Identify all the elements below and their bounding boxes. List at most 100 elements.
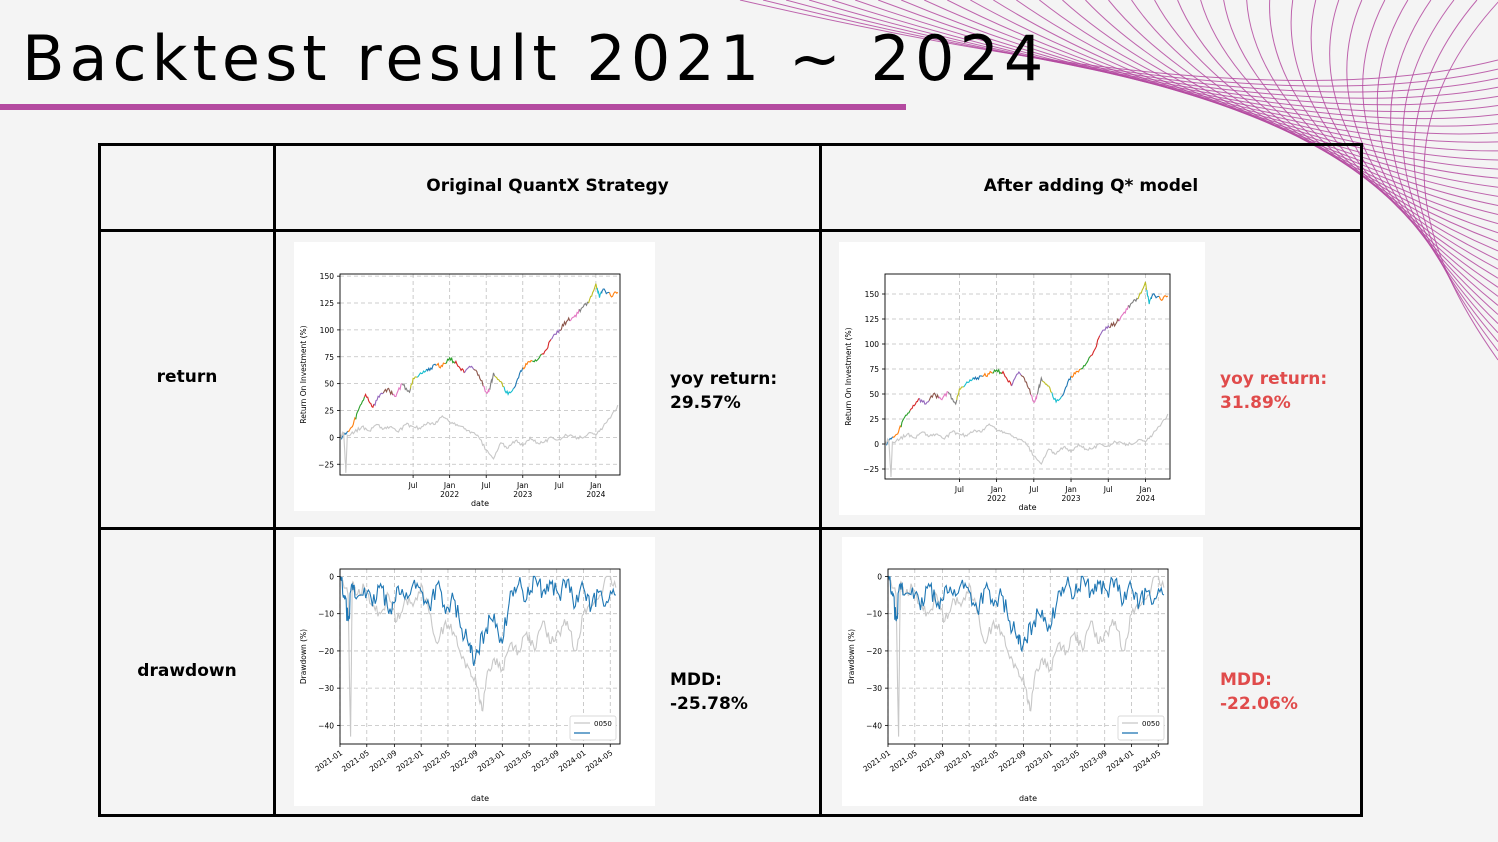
- decorative-curve: [1423, 1, 1498, 361]
- x-tick-label: 2022-01: [394, 748, 425, 773]
- x-tick-label: Jan: [1139, 485, 1152, 494]
- chart-qstar-return: −25 0 25 50 75 100 125 150 Jul Jan 2022 Jul Jan 2023 J…: [839, 242, 1205, 515]
- table-divider: [819, 146, 822, 814]
- strategy-return-segment: [1158, 295, 1169, 301]
- x-tick-label: Jul: [1028, 485, 1038, 494]
- x-tick-label: 2022-09: [997, 748, 1028, 773]
- y-tick-label: −10: [866, 610, 882, 619]
- x-tick-year-label: 2024: [586, 490, 605, 499]
- y-tick-label: 125: [865, 315, 880, 324]
- plot-frame: [339, 568, 621, 745]
- strategy-return-segment: [473, 368, 484, 387]
- strategy-return-segment: [588, 283, 598, 304]
- strategy-return-segment: [550, 329, 561, 340]
- strategy-return-segment: [559, 316, 571, 331]
- y-tick-label: −40: [318, 721, 334, 730]
- strategy-return-segment: [1070, 368, 1081, 379]
- strategy-return-segment: [382, 387, 394, 396]
- row-header-drawdown: drawdown: [137, 661, 237, 681]
- strategy-return-segment: [1137, 281, 1148, 300]
- decorative-curve: [970, 0, 1498, 152]
- metric-value: -25.78%: [670, 694, 748, 714]
- y-tick-label: 150: [865, 290, 880, 299]
- strategy-return-segment: [513, 367, 524, 389]
- y-tick-label: −30: [318, 684, 334, 693]
- y-tick-label: −40: [866, 721, 882, 730]
- strategy-return-segment: [401, 383, 412, 394]
- plot-frame: [887, 568, 1169, 745]
- x-tick-label: 2024-05: [1132, 748, 1163, 773]
- decorative-curve: [993, 0, 1498, 161]
- metric-label: MDD:: [670, 670, 722, 690]
- decorative-curve: [1362, 0, 1498, 315]
- metric-label: yoy return:: [1220, 369, 1328, 389]
- strategy-return-segment: [1080, 356, 1091, 370]
- x-tick-label: Jan: [990, 485, 1003, 494]
- y-axis-label: Drawdown (%): [299, 629, 308, 684]
- x-tick-label: Jan: [1064, 485, 1077, 494]
- decorative-curve: [1376, 0, 1498, 324]
- strategy-return-segment: [963, 377, 974, 388]
- y-tick-label: 0: [329, 572, 334, 581]
- y-tick-label: −30: [866, 684, 882, 693]
- chart-original-return: −25 0 25 50 75 100 125 150 Jul Jan 2022 Jul Jan 2023 J…: [294, 242, 655, 511]
- strategy-return-segment: [532, 353, 542, 363]
- metric-label: yoy return:: [670, 369, 778, 389]
- table-divider: [101, 229, 1360, 232]
- strategy-return-segment: [918, 398, 930, 405]
- x-tick-year-label: 2023: [1061, 494, 1080, 503]
- metric-value: -22.06%: [1220, 694, 1298, 714]
- x-tick-year-label: 2024: [1136, 494, 1155, 503]
- y-tick-label: −20: [866, 647, 882, 656]
- strategy-return-segment: [1146, 289, 1152, 305]
- strategy-return-segment: [416, 368, 428, 378]
- strategy-return-segment: [972, 375, 984, 381]
- x-tick-label: Jan: [516, 481, 529, 490]
- decorative-curve: [1346, 0, 1498, 306]
- benchmark-line: [339, 404, 619, 473]
- y-tick-label: 75: [324, 353, 334, 362]
- strategy-return-segment: [373, 392, 384, 407]
- strategy-return-segment: [1030, 394, 1038, 403]
- strategy-return-segment: [482, 385, 490, 394]
- x-axis-label: date: [471, 499, 489, 508]
- strategy-return-segment: [1150, 293, 1160, 300]
- x-axis-label: date: [1018, 503, 1036, 512]
- x-tick-label: 2021-01: [313, 748, 344, 773]
- strategy-return-segment: [1118, 305, 1129, 322]
- strategy-return-segment: [947, 391, 958, 406]
- strategy-return-segment: [900, 410, 911, 428]
- column-header-original: Original QuantX Strategy: [426, 176, 669, 196]
- original-mdd-metric: MDD: -25.78%: [670, 668, 748, 716]
- x-axis-label: date: [1019, 794, 1037, 803]
- y-tick-label: −25: [863, 465, 879, 474]
- y-axis-label: Drawdown (%): [847, 629, 856, 684]
- strategy-return-segment: [982, 370, 993, 378]
- strategy-return-segment: [392, 383, 403, 398]
- qstar-return-metric: yoy return: 31.89%: [1220, 367, 1327, 415]
- strategy-return-segment: [1089, 335, 1101, 357]
- y-tick-label: −10: [318, 610, 334, 619]
- legend-label: 0050: [594, 720, 612, 728]
- x-tick-label: 2021-05: [340, 748, 371, 773]
- y-tick-label: 75: [869, 365, 879, 374]
- y-tick-label: 100: [320, 326, 335, 335]
- row-header-return: return: [156, 367, 218, 387]
- x-tick-label: 2022-05: [969, 748, 1000, 773]
- slide-title: Backtest result 2021 ~ 2024: [22, 22, 1049, 95]
- y-tick-label: 0: [877, 572, 882, 581]
- strategy-return-segment: [928, 392, 940, 401]
- y-tick-label: 150: [320, 272, 335, 281]
- chart-qstar-drawdown: 0 −10 −20 −30 −40 2021-01 2021-05 2021-09 2022-0…: [842, 537, 1203, 806]
- strategy-return-segment: [992, 368, 1003, 375]
- strategy-return-segment: [347, 416, 357, 433]
- y-tick-label: 100: [865, 340, 880, 349]
- x-tick-label: Jul: [554, 481, 564, 490]
- x-tick-label: 2023-09: [530, 748, 561, 773]
- y-axis-label: Return On Investment (%): [844, 327, 853, 425]
- x-tick-label: 2022-09: [449, 748, 480, 773]
- x-tick-label: 2021-01: [861, 748, 892, 773]
- x-tick-label: Jan: [589, 481, 602, 490]
- strategy-return-segment: [596, 287, 603, 298]
- title-underline: [0, 104, 906, 110]
